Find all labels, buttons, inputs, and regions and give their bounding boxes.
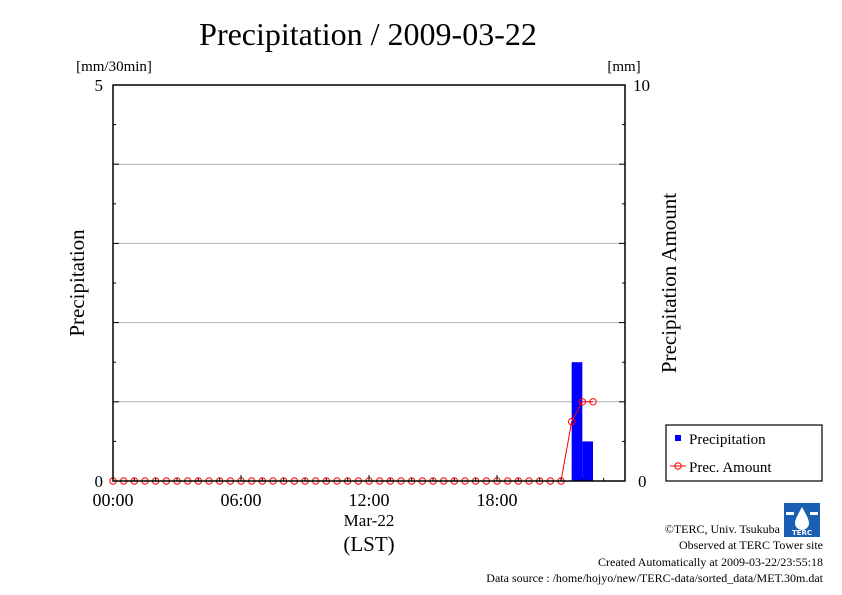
chart-title: Precipitation / 2009-03-22 [199, 16, 537, 52]
terc-logo: TERC [784, 503, 820, 537]
axis-ticks [112, 84, 626, 482]
left-tick-label-max: 5 [95, 76, 104, 95]
legend-precipitation-label: Precipitation [689, 432, 766, 448]
x-axis-label: (LST) [343, 532, 394, 556]
precipitation-bar [582, 441, 593, 481]
amount-point [567, 417, 576, 426]
x-tick-label-1800: 18:00 [476, 490, 517, 510]
right-axis-unit: [mm] [607, 59, 640, 75]
y-axis-label-left: Precipitation [65, 229, 89, 337]
right-tick-label-max: 10 [633, 76, 650, 95]
x-tick-label-0600: 06:00 [220, 490, 261, 510]
legend-amount-label: Prec. Amount [689, 460, 772, 476]
left-axis-unit: [mm/30min] [76, 59, 152, 75]
x-date-label: Mar-22 [344, 511, 395, 530]
copyright-line: ©TERC, Univ. Tsukuba [664, 522, 780, 536]
amount-point [589, 398, 597, 406]
amount-point [578, 398, 587, 406]
legend: Precipitation Prec. Amount [665, 424, 823, 482]
grid-lines [113, 163, 625, 403]
amount-line [113, 401, 593, 482]
source-line: Data source : /home/hojyo/new/TERC-data/… [486, 571, 823, 585]
y-axis-label-right: Precipitation Amount [657, 193, 681, 373]
legend-box [665, 424, 823, 482]
created-line: Created Automatically at 2009-03-22/23:5… [598, 555, 823, 569]
site-line: Observed at TERC Tower site [678, 538, 823, 552]
terc-logo-text: TERC [792, 529, 812, 537]
amount-line-series [109, 398, 597, 485]
left-tick-label-0: 0 [95, 472, 104, 491]
legend-precipitation-swatch [675, 435, 681, 441]
legend-amount-marker [674, 462, 682, 470]
x-tick-label-0000: 00:00 [92, 490, 133, 510]
plot-frame [112, 84, 626, 482]
right-tick-label-0: 0 [638, 472, 647, 491]
precipitation-bar [571, 362, 583, 481]
x-tick-label-1200: 12:00 [348, 490, 389, 510]
precipitation-bars [571, 362, 593, 481]
